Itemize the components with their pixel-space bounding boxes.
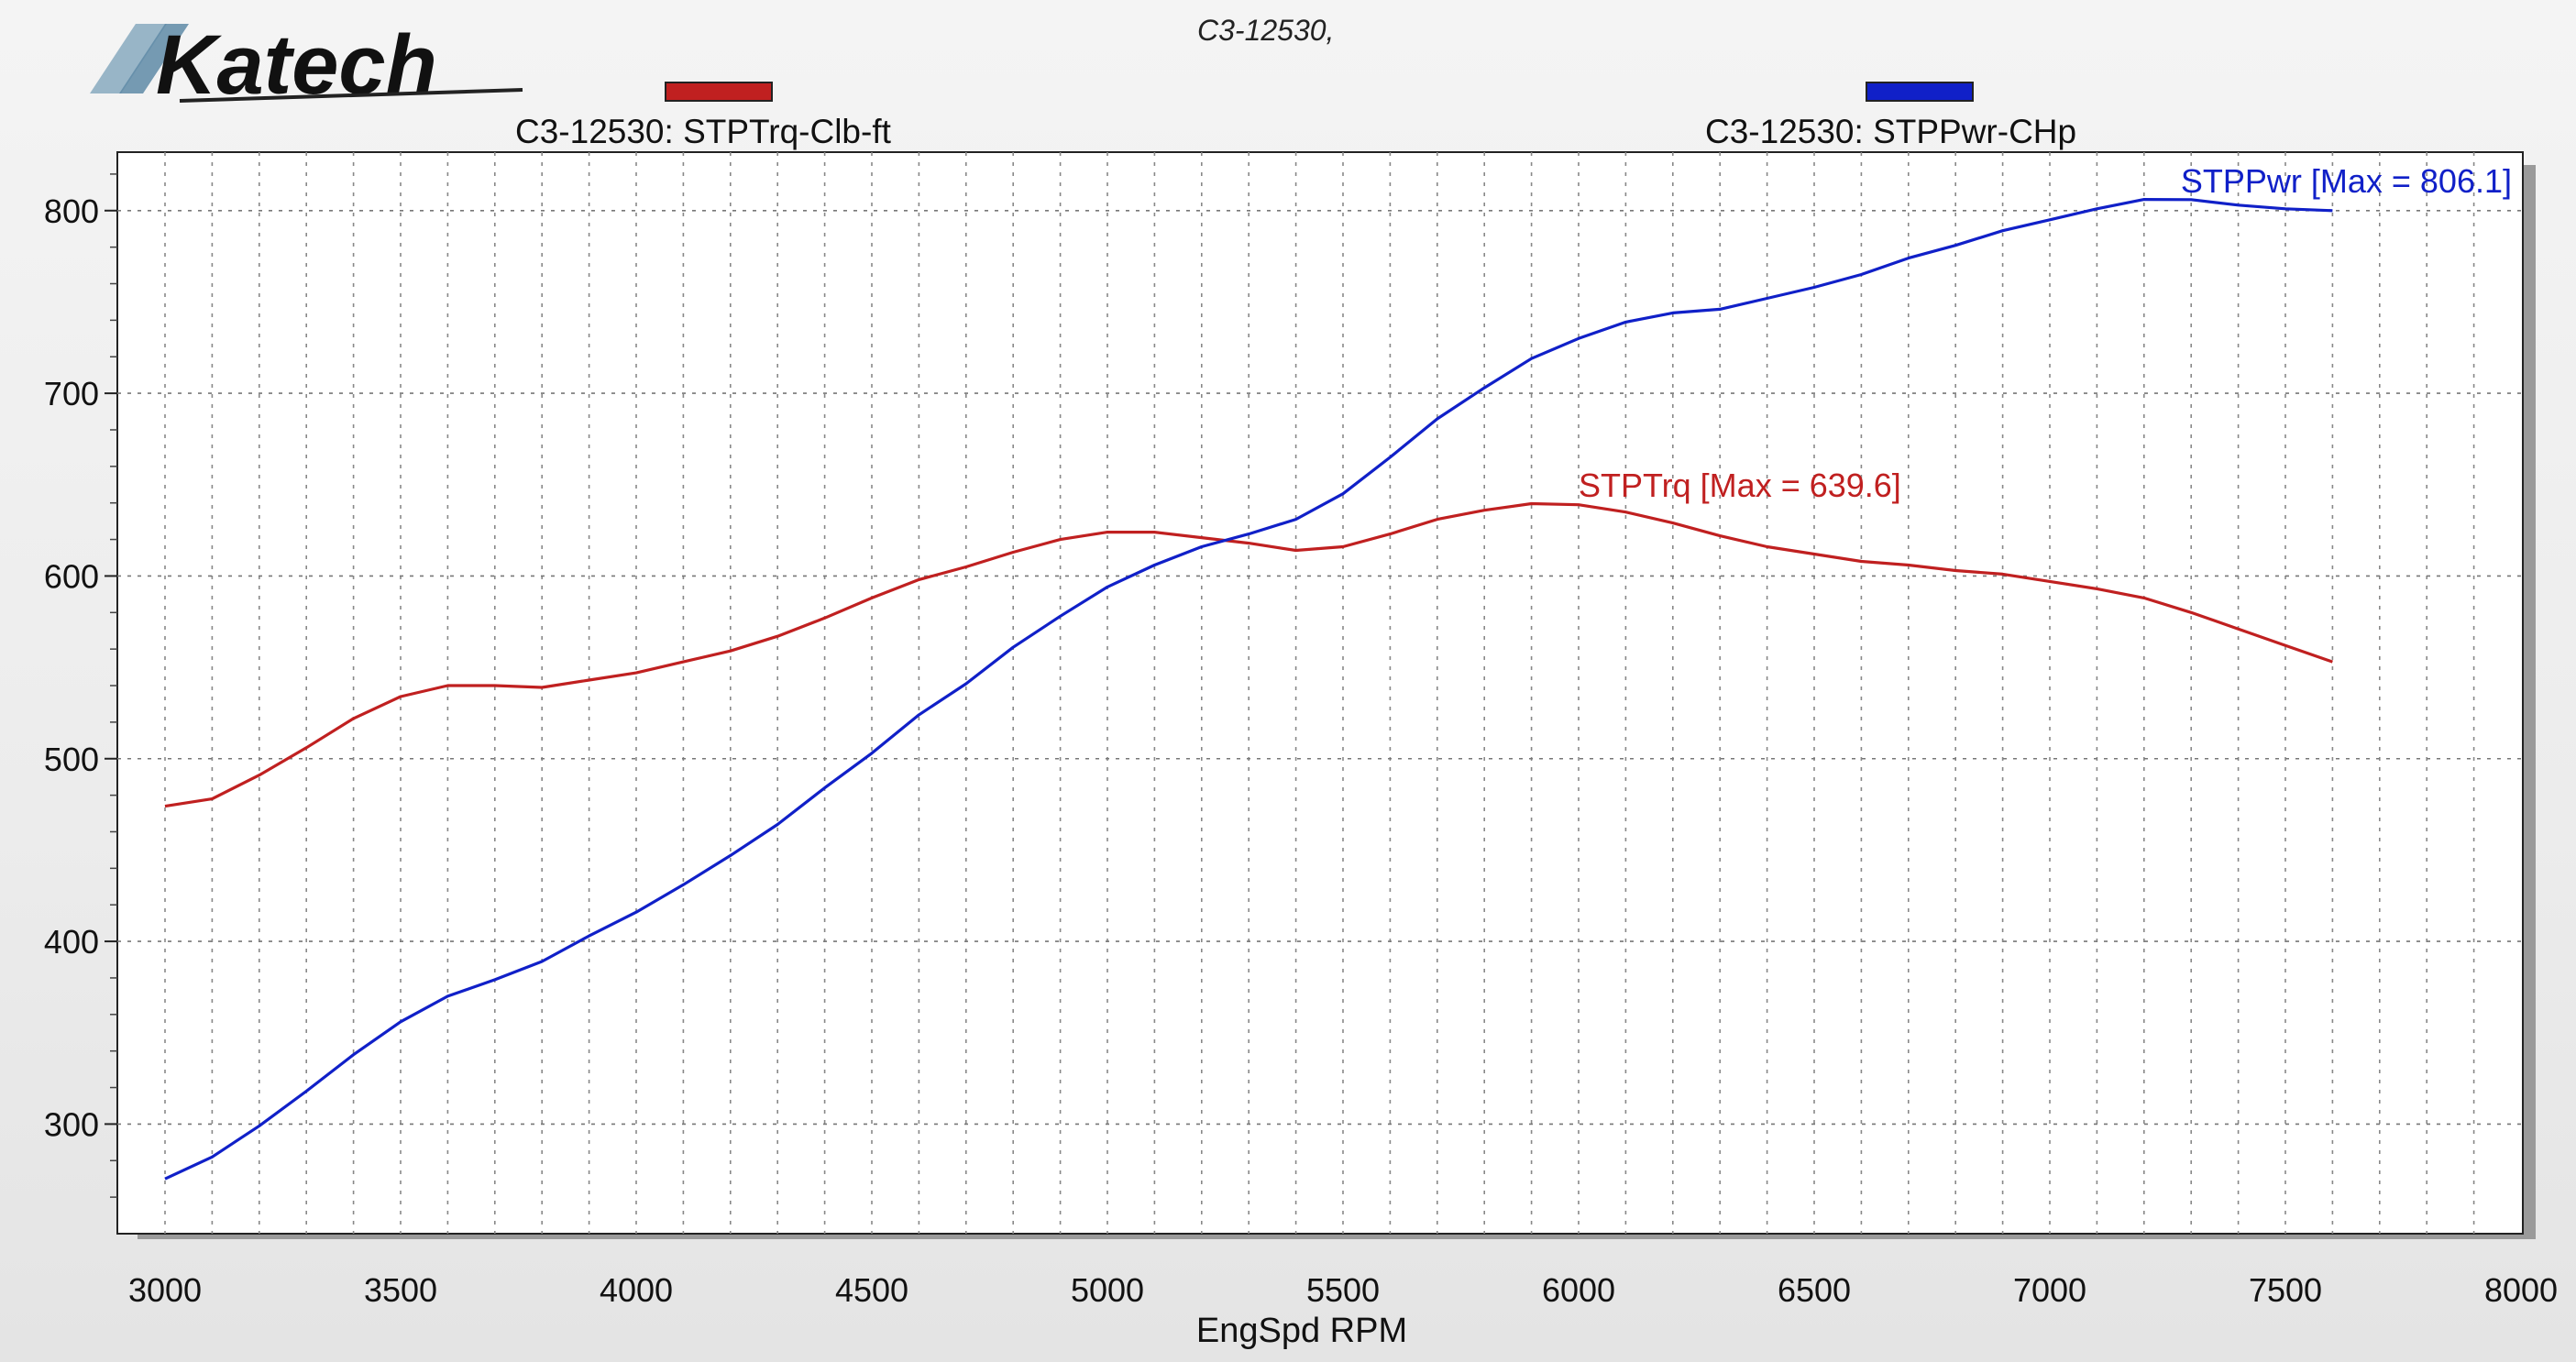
series-line-stptrq [164, 501, 2333, 808]
legend-label-torque: C3-12530: STPTrq-Clb-ft [515, 113, 892, 150]
legend-swatch-torque [665, 82, 773, 102]
grid-layer [117, 152, 2523, 1234]
x-tick-label: 7500 [2249, 1271, 2322, 1309]
x-tick-label: 4500 [835, 1271, 908, 1309]
x-tick-label: 3000 [128, 1271, 202, 1309]
legend: C3-12530: STPTrq-Clb-ft C3-12530: STPPwr… [515, 82, 2076, 150]
tick-layer: 300 400 500 600 700 800 3000 3500 4000 4500 5000 55… [44, 173, 2558, 1309]
logo-swoosh [179, 88, 523, 103]
x-tick-label: 5000 [1071, 1271, 1144, 1309]
katech-logo: Katech [90, 18, 523, 112]
x-tick-label: 4000 [600, 1271, 673, 1309]
max-annotation-stptrq: STPTrq [Max = 639.6] [1579, 467, 1901, 504]
x-tick-label: 6500 [1778, 1271, 1851, 1309]
y-tick-label: 500 [44, 741, 99, 778]
annotation-layer: STPTrq [Max = 639.6] STPPwr [Max = 806.1] [1579, 162, 2512, 504]
x-tick-label: 8000 [2484, 1271, 2558, 1309]
y-tick-label: 300 [44, 1105, 99, 1143]
x-tick-label: 7000 [2013, 1271, 2086, 1309]
max-annotation-stppwr: STPPwr [Max = 806.1] [2181, 162, 2512, 200]
x-tick-label: 6000 [1542, 1271, 1615, 1309]
logo-stripe-1 [90, 24, 167, 93]
x-tick-label: 5500 [1306, 1271, 1380, 1309]
legend-label-power: C3-12530: STPPwr-CHp [1705, 113, 2076, 150]
y-tick-label: 800 [44, 192, 99, 230]
plot-area [116, 151, 2524, 1235]
x-tick-label: 3500 [364, 1271, 437, 1309]
logo-stripe-2 [119, 24, 189, 93]
y-tick-label: 400 [44, 923, 99, 961]
x-axis-title: EngSpd RPM [1196, 1312, 1407, 1350]
legend-swatch-power [1866, 82, 1974, 102]
chart-subtitle: C3-12530, [1197, 14, 1334, 47]
series-line-stppwr [164, 198, 2333, 1181]
y-tick-label: 700 [44, 375, 99, 412]
series-layer [164, 198, 2333, 1181]
y-tick-label: 600 [44, 557, 99, 595]
